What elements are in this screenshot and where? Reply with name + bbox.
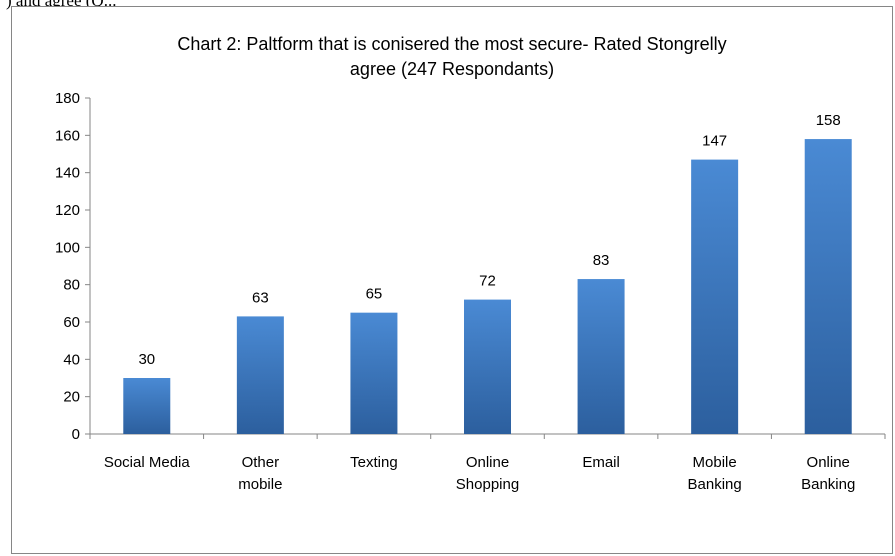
y-axis: 0 20 40 60 80 100 120 140 160 180 [55, 90, 91, 443]
data-label: 30 [138, 351, 155, 368]
bar [350, 312, 398, 434]
x-tick-label: Banking [688, 476, 742, 493]
y-tick-label: 0 [72, 426, 80, 443]
y-tick-label: 80 [63, 277, 80, 294]
x-tick-label: Banking [801, 476, 855, 493]
page-top-text: ) and agree (Q... [6, 0, 117, 10]
x-tick-label: Social Media [104, 454, 191, 471]
y-tick-label: 160 [55, 127, 80, 144]
data-label: 158 [816, 112, 841, 129]
y-tick-label: 120 [55, 202, 80, 219]
y-tick-label: 100 [55, 239, 80, 256]
bar [804, 139, 852, 435]
x-tick-label: Online [466, 454, 509, 471]
x-tick-label: Email [582, 454, 620, 471]
bars [123, 139, 852, 435]
data-label: 63 [252, 289, 269, 306]
data-label: 147 [702, 133, 727, 150]
y-tick-label: 180 [55, 90, 80, 107]
data-label: 65 [366, 286, 383, 303]
data-label: 72 [479, 273, 496, 290]
x-tick-label: Mobile [693, 454, 737, 471]
data-labels: 30 63 65 72 83 147 158 [138, 112, 840, 368]
bar [236, 316, 284, 434]
chart-title-line: agree (247 Respondants) [350, 59, 554, 79]
bar [464, 299, 511, 434]
x-tick-label: Other [242, 454, 280, 471]
chart-title: Chart 2: Paltform that is conisered the … [177, 34, 726, 79]
bar [577, 279, 625, 434]
x-tick-label: Online [807, 454, 850, 471]
y-tick-label: 60 [63, 314, 80, 331]
bar [123, 378, 171, 434]
data-label: 83 [593, 252, 610, 269]
y-tick-label: 140 [55, 165, 80, 182]
x-tick-label: Shopping [456, 476, 519, 493]
chart-frame [11, 6, 893, 554]
chart-title-line: Chart 2: Paltform that is conisered the … [177, 34, 726, 54]
y-tick-label: 40 [63, 351, 80, 368]
x-tick-label: Texting [350, 454, 398, 471]
x-axis: Social Media Other mobile Texting Online Shop… [89, 433, 886, 493]
bar [691, 159, 739, 434]
y-tick-label: 20 [63, 389, 80, 406]
x-tick-label: mobile [238, 476, 282, 493]
